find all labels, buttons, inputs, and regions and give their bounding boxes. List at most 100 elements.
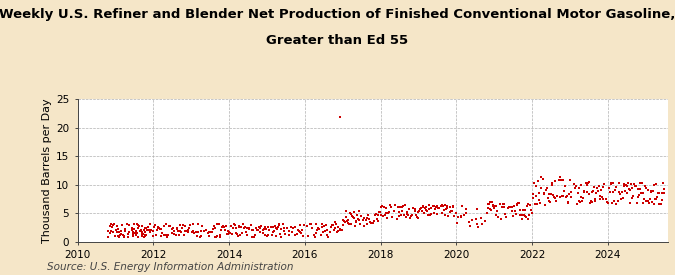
Point (308, 233, 319, 237)
Point (608, 190, 618, 194)
Point (153, 225, 163, 229)
Point (431, 205, 441, 209)
Point (103, 235, 113, 240)
Point (615, 192, 626, 196)
Point (601, 196, 612, 201)
Point (180, 224, 190, 228)
Point (169, 228, 180, 233)
Point (529, 181, 539, 185)
Point (103, 229, 113, 233)
Point (270, 226, 281, 230)
Point (464, 223, 475, 228)
Point (246, 223, 256, 227)
Point (347, 214, 358, 218)
Point (523, 216, 534, 221)
Point (566, 190, 576, 194)
Point (501, 215, 512, 219)
Point (655, 202, 666, 207)
Point (526, 211, 537, 216)
Point (275, 232, 286, 236)
Point (588, 189, 599, 193)
Point (306, 226, 317, 230)
Point (591, 185, 602, 190)
Point (432, 211, 443, 216)
Point (310, 231, 321, 236)
Point (514, 208, 525, 212)
Point (303, 233, 314, 238)
Point (448, 205, 459, 209)
Point (219, 227, 230, 232)
Point (171, 227, 182, 232)
Point (580, 181, 591, 185)
Point (356, 214, 367, 218)
Point (554, 178, 564, 182)
Point (641, 186, 651, 190)
Point (163, 233, 173, 238)
Point (367, 221, 378, 225)
Point (279, 228, 290, 233)
Point (495, 202, 506, 206)
Point (119, 234, 130, 238)
Point (230, 223, 240, 228)
Point (268, 229, 279, 234)
Point (476, 216, 487, 220)
Point (644, 201, 655, 205)
Point (172, 226, 183, 230)
Point (425, 212, 436, 216)
Point (506, 209, 517, 214)
Point (195, 234, 206, 238)
Point (560, 184, 571, 188)
Point (393, 204, 404, 209)
Point (430, 207, 441, 211)
Point (129, 227, 140, 232)
Point (452, 215, 463, 219)
Point (406, 213, 416, 218)
Point (302, 224, 313, 229)
Point (105, 231, 116, 236)
Point (389, 203, 400, 208)
Point (358, 218, 369, 222)
Point (348, 215, 359, 220)
Point (409, 207, 420, 211)
Point (394, 214, 404, 218)
Point (329, 226, 340, 230)
Point (338, 223, 348, 227)
Point (298, 222, 309, 227)
Point (632, 187, 643, 191)
Point (383, 210, 394, 214)
Point (134, 224, 144, 228)
Point (292, 231, 302, 236)
Point (605, 182, 616, 186)
Point (625, 188, 636, 192)
Point (348, 214, 358, 219)
Point (187, 229, 198, 233)
Point (412, 214, 423, 219)
Point (259, 233, 270, 237)
Point (510, 209, 520, 213)
Point (224, 231, 235, 235)
Point (196, 224, 207, 228)
Point (129, 227, 140, 231)
Point (417, 205, 428, 209)
Point (274, 223, 285, 227)
Point (413, 215, 424, 220)
Point (214, 233, 225, 237)
Point (115, 229, 126, 233)
Point (437, 203, 448, 207)
Point (272, 227, 283, 231)
Point (263, 233, 274, 237)
Point (616, 197, 626, 201)
Point (626, 186, 637, 191)
Point (535, 186, 546, 190)
Point (543, 196, 554, 200)
Point (486, 208, 497, 212)
Point (359, 224, 370, 228)
Point (544, 198, 555, 203)
Point (543, 191, 554, 196)
Point (578, 196, 589, 200)
Point (208, 227, 219, 231)
Point (256, 224, 267, 228)
Point (649, 202, 659, 206)
Point (585, 199, 596, 203)
Point (577, 199, 588, 203)
